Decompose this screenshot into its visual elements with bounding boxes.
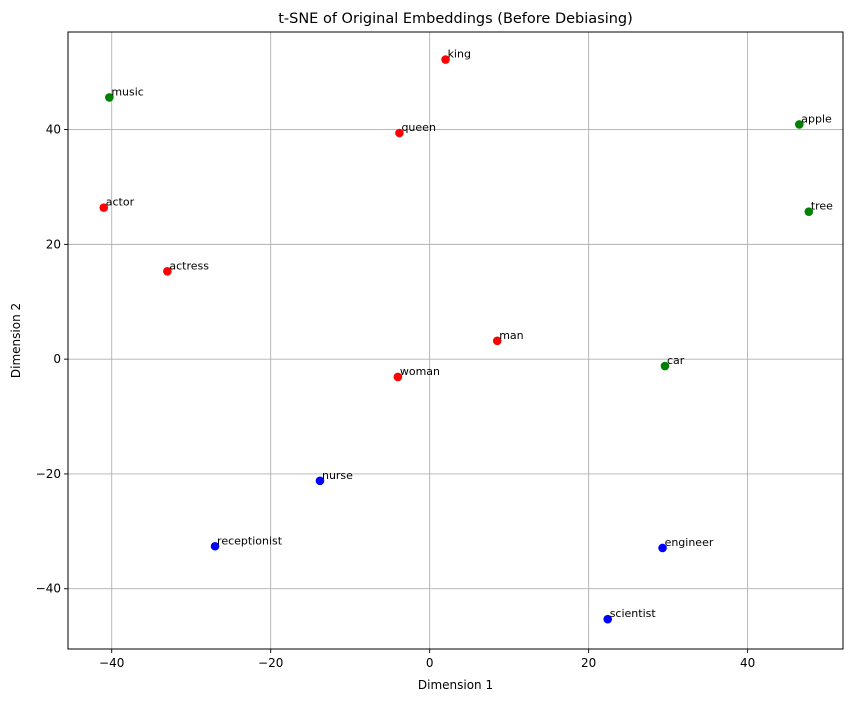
y-tick-label: −20 [36,467,61,481]
data-point-receptionist [210,541,220,551]
data-point-tree [804,207,814,216]
point-label-car: car [667,354,685,367]
data-point-actor [99,203,109,212]
y-tick-label: −40 [36,582,61,596]
point-label-king: king [448,48,471,61]
point-label-apple: apple [801,112,832,125]
data-point-nurse [315,476,325,486]
point-label-woman: woman [400,365,440,378]
grid [68,32,843,649]
point-label-actor: actor [106,196,135,209]
data-point-scientist [603,614,613,624]
data-point-king [441,55,450,64]
point-label-queen: queen [401,121,435,134]
data-point-engineer [658,543,667,553]
point-label-scientist: scientist [610,607,657,620]
x-tick-label: 0 [426,656,434,670]
data-points: king queen man woman actor actress music apple t… [99,48,833,624]
y-tick-label: 20 [46,237,61,251]
x-tick-label: −20 [258,656,283,670]
plot-area-frame [67,31,844,650]
y-tick-label: 40 [46,123,61,137]
point-label-receptionist: receptionist [217,534,283,547]
y-tick-label: 0 [53,352,61,366]
point-label-nurse: nurse [322,469,353,482]
data-point-music [105,93,114,102]
x-axis-label: Dimension 1 [418,678,493,692]
point-label-music: music [111,85,144,98]
data-point-apple [794,120,804,129]
data-point-man [492,336,502,346]
data-point-queen [395,128,404,138]
chart-title: t-SNE of Original Embeddings (Before Deb… [278,11,633,27]
y-axis-label: Dimension 2 [9,303,23,378]
data-point-car [660,361,670,371]
data-point-actress [163,267,172,276]
x-tick-label: −40 [99,656,124,670]
axis-ticks: −40 −20 0 20 40 −40 −20 0 20 40 [36,123,756,670]
point-label-man: man [499,329,523,342]
data-point-woman [393,372,403,382]
x-tick-label: 20 [581,656,596,670]
x-tick-label: 40 [740,656,755,670]
point-label-tree: tree [811,200,833,213]
point-label-actress: actress [169,259,209,272]
point-label-engineer: engineer [665,536,714,549]
